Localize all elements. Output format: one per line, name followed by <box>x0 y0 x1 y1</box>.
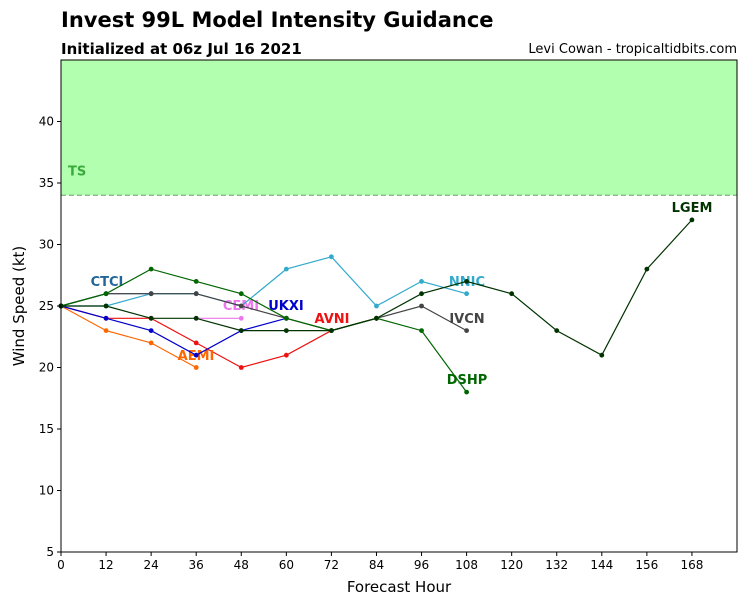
series-label-dshp: DSHP <box>447 373 488 388</box>
data-point-lgem <box>464 279 469 284</box>
series-label-lgem: LGEM <box>672 201 713 216</box>
x-tick-label: 12 <box>98 558 113 572</box>
data-point-lgem <box>103 303 109 309</box>
series-ivcn: IVCN <box>58 291 485 333</box>
y-tick-label: 20 <box>39 361 54 375</box>
chart-title: Invest 99L Model Intensity Guidance <box>61 8 494 32</box>
x-tick-label: 96 <box>414 558 429 572</box>
series-aemi: AEMI <box>58 303 214 370</box>
y-tick-label: 5 <box>46 545 54 559</box>
x-tick-label: 168 <box>680 558 703 572</box>
ts-band-label: TS <box>68 165 86 180</box>
x-tick-label: 72 <box>324 558 339 572</box>
data-point-dshp <box>464 389 469 395</box>
data-point-avni <box>283 352 289 358</box>
series-lgem: LGEM <box>58 201 713 358</box>
chart-subtitle: Initialized at 06z Jul 16 2021 <box>61 40 302 58</box>
data-point-avni <box>193 340 199 346</box>
data-point-lgem <box>283 328 289 333</box>
data-point-nnic <box>329 254 334 260</box>
data-point-lgem <box>509 291 515 297</box>
y-tick-label: 30 <box>39 238 54 252</box>
data-point-nnic <box>283 266 289 272</box>
data-point-lgem <box>238 328 244 333</box>
series-line-nnic <box>61 256 467 307</box>
series-label-ivcn: IVCN <box>449 312 484 327</box>
data-point-ivcn <box>238 303 244 309</box>
ts-band <box>61 60 737 196</box>
x-tick-label: 36 <box>189 558 204 572</box>
series-label-ctci: CTCI <box>91 275 124 290</box>
data-point-ivcn <box>464 328 469 333</box>
data-point-aemi <box>148 340 154 346</box>
y-axis-label: Wind Speed (kt) <box>10 246 28 367</box>
data-point-lgem <box>689 217 695 223</box>
data-point-cemi <box>238 315 244 321</box>
data-point-lgem <box>419 291 424 297</box>
data-point-dshp <box>103 291 109 297</box>
data-point-aemi <box>193 365 199 370</box>
y-tick-label: 15 <box>39 422 54 436</box>
series-ukxi: UKXI <box>58 299 304 358</box>
data-point-nnic <box>374 303 379 309</box>
x-tick-label: 84 <box>369 558 384 572</box>
y-tick-label: 40 <box>39 115 54 129</box>
x-tick-label: 132 <box>545 558 568 572</box>
x-tick-label: 60 <box>279 558 294 572</box>
data-point-dshp <box>238 291 244 297</box>
data-point-nnic <box>419 279 424 284</box>
series-line-ivcn <box>60 293 467 332</box>
x-tick-label: 24 <box>143 558 158 572</box>
data-point-dshp <box>193 279 199 284</box>
data-point-dshp <box>148 266 154 272</box>
data-point-nnic <box>464 291 469 297</box>
axes-layer: 0 12 24 36 48 60 72 84 96 108 120 132 144 156 168 5 10 15… <box>39 59 738 572</box>
data-point-lgem <box>554 328 560 333</box>
series-avni: AVNI <box>58 303 379 370</box>
data-point-dshp <box>419 328 424 333</box>
data-point-dshp <box>283 315 289 321</box>
series-line-aemi <box>60 305 197 369</box>
data-point-lgem <box>329 328 334 333</box>
x-tick-label: 0 <box>57 558 65 572</box>
data-point-ukxi <box>193 352 199 358</box>
x-tick-label: 120 <box>500 558 523 572</box>
series-ctci: CTCI <box>58 275 199 309</box>
series-line-avni <box>60 305 377 369</box>
x-tick-label: 144 <box>590 558 613 572</box>
x-tick-label: 156 <box>635 558 658 572</box>
series-layer: AVNIAEMICEMIUKXICTCINNICIVCNDSHPLGEM <box>58 201 713 395</box>
series-dshp: DSHP <box>58 266 488 395</box>
data-point-aemi <box>103 328 109 333</box>
y-tick-label: 35 <box>39 176 54 190</box>
data-point-lgem <box>644 266 650 272</box>
ts-band-layer <box>61 60 737 196</box>
series-line-dshp <box>60 268 468 393</box>
y-tick-label: 10 <box>39 484 54 498</box>
x-axis-label: Forecast Hour <box>347 578 452 596</box>
y-tick-label: 25 <box>39 299 54 313</box>
data-point-lgem <box>374 315 379 321</box>
data-point-ivcn <box>148 291 154 297</box>
data-point-lgem <box>193 315 199 321</box>
data-point-lgem <box>599 352 605 358</box>
series-label-ukxi: UKXI <box>268 299 304 314</box>
data-point-ivcn <box>419 303 424 309</box>
x-tick-label: 48 <box>234 558 249 572</box>
data-point-ukxi <box>103 315 109 321</box>
chart-credit: Levi Cowan - tropicaltidbits.com <box>528 42 737 57</box>
data-point-avni <box>238 365 244 370</box>
x-tick-label: 108 <box>455 558 478 572</box>
series-label-avni: AVNI <box>315 312 350 327</box>
series-line-lgem <box>61 219 693 357</box>
data-point-ivcn <box>193 291 199 297</box>
data-point-ukxi <box>148 328 154 333</box>
data-point-lgem <box>148 315 154 321</box>
series-line-ukxi <box>60 305 287 356</box>
